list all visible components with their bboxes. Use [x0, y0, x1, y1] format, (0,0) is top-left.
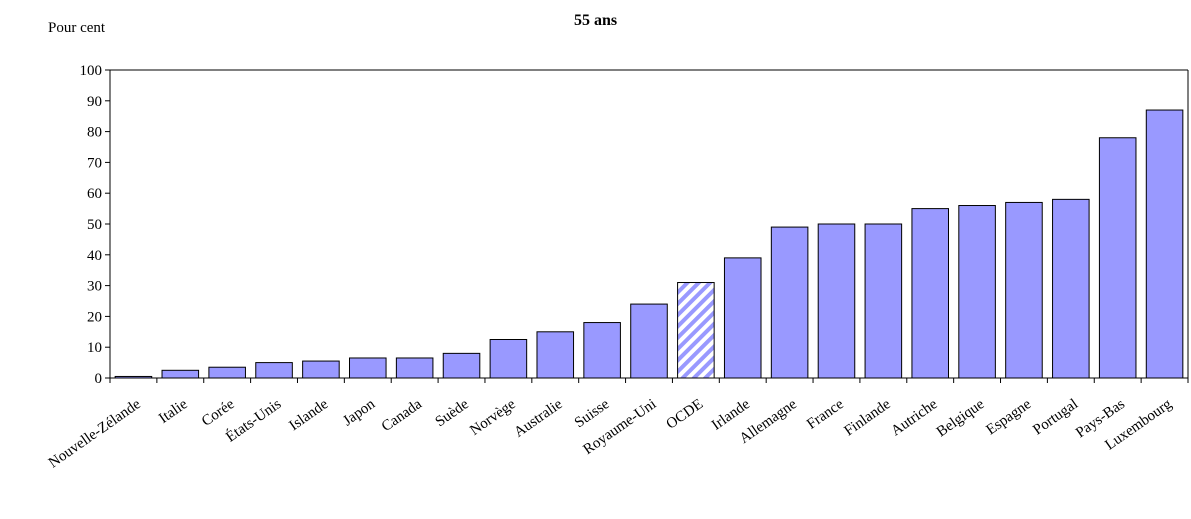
- x-tick-label: Nouvelle-Zélande: [46, 396, 144, 471]
- y-tick-label: 60: [87, 186, 102, 202]
- y-tick-label: 30: [87, 279, 102, 295]
- x-tick-label: Corée: [199, 396, 238, 430]
- y-tick-label: 70: [87, 155, 102, 171]
- x-tick-label: Italie: [156, 396, 191, 427]
- x-tick-label: Suède: [433, 396, 472, 430]
- bar-italie: [161, 369, 200, 379]
- y-tick-label: 20: [87, 309, 102, 325]
- bar-australie: [536, 331, 575, 379]
- bar-belgique: [958, 205, 996, 379]
- bars: [114, 109, 1184, 379]
- bar-portugal: [1052, 198, 1090, 379]
- y-axis-label: Pour cent: [48, 20, 106, 36]
- x-tick-label: Japon: [340, 396, 378, 429]
- bar-canada: [395, 357, 434, 379]
- x-tick-label: Norvège: [467, 396, 519, 439]
- x-tick-label: France: [804, 396, 847, 433]
- bar-norvege: [489, 339, 528, 379]
- x-tick-label: Canada: [379, 396, 425, 435]
- y-axis: 0 10 20 30 40 50 60 70 80 90 100: [80, 63, 1189, 387]
- chart-title: 55 ans: [573, 12, 618, 29]
- y-tick-label: 80: [87, 125, 102, 141]
- y-tick-label: 10: [87, 340, 102, 356]
- bar-japon: [349, 357, 387, 379]
- bar-luxembourg: [1145, 109, 1184, 379]
- x-tick-label: OCDE: [664, 396, 707, 433]
- y-tick-label: 100: [80, 63, 103, 79]
- y-tick-label: 0: [95, 371, 103, 387]
- y-tick-label: 40: [87, 248, 102, 264]
- bar-allemagne: [770, 226, 809, 379]
- bar-irlande: [723, 257, 762, 379]
- x-tick-label: Finlande: [841, 396, 893, 439]
- y-tick-label: 90: [87, 94, 102, 110]
- x-tick-label: Australie: [511, 396, 565, 441]
- bar-coree: [208, 366, 246, 379]
- x-tick-label: Islande: [287, 396, 332, 434]
- x-tick-label: Espagne: [983, 396, 1034, 438]
- bar-ocde: [677, 282, 715, 379]
- bar-royaume-uni: [630, 303, 668, 379]
- bar-suede: [442, 352, 481, 379]
- x-tick-label: Belgique: [934, 396, 988, 440]
- bar-pays-bas: [1098, 137, 1137, 379]
- bar-finlande: [864, 223, 903, 379]
- bar-etats-unis: [255, 362, 293, 379]
- bar-espagne: [1005, 201, 1043, 379]
- x-tick-label: Portugal: [1030, 396, 1081, 438]
- x-tick-label: Autriche: [888, 396, 940, 439]
- y-tick-label: 50: [87, 217, 102, 233]
- bar-autriche: [911, 208, 949, 379]
- bar-france: [817, 223, 856, 379]
- bar-islande: [302, 360, 340, 379]
- bar-suisse: [583, 322, 621, 379]
